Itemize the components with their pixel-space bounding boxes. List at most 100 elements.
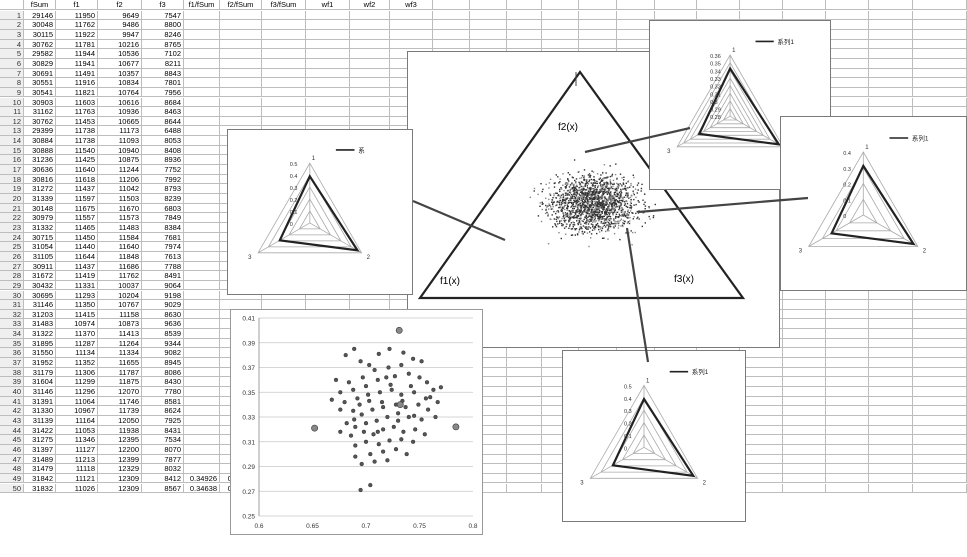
cell[interactable] xyxy=(783,454,826,465)
cell[interactable] xyxy=(826,97,869,108)
cell[interactable] xyxy=(350,29,390,40)
cell[interactable]: 11738 xyxy=(56,136,98,146)
cell[interactable] xyxy=(184,194,220,204)
cell[interactable] xyxy=(740,377,783,387)
cell[interactable] xyxy=(507,377,542,387)
cell[interactable] xyxy=(306,39,350,50)
cell[interactable]: 8624 xyxy=(142,406,184,416)
cell[interactable] xyxy=(184,49,220,59)
cell[interactable] xyxy=(542,39,579,50)
cell[interactable] xyxy=(869,377,913,387)
cell[interactable] xyxy=(470,20,507,30)
row-number[interactable]: 30 xyxy=(0,290,24,301)
cell[interactable] xyxy=(826,473,869,484)
cell[interactable] xyxy=(869,338,913,349)
cell[interactable] xyxy=(913,358,967,368)
cell[interactable]: 11134 xyxy=(56,348,98,359)
cell[interactable] xyxy=(470,367,507,378)
cell[interactable]: 29146 xyxy=(24,10,56,21)
cell[interactable] xyxy=(826,415,869,426)
cell[interactable] xyxy=(306,78,350,88)
cell[interactable]: 11306 xyxy=(56,367,98,378)
cell[interactable]: 11296 xyxy=(56,387,98,397)
row-number[interactable]: 44 xyxy=(0,425,24,436)
cell[interactable]: 9198 xyxy=(142,290,184,301)
cell[interactable]: 30911 xyxy=(24,261,56,272)
cell[interactable] xyxy=(913,300,967,310)
cell[interactable] xyxy=(783,415,826,426)
cell[interactable]: 11944 xyxy=(56,49,98,59)
cell[interactable]: 11453 xyxy=(56,116,98,127)
cell[interactable] xyxy=(350,20,390,30)
cell[interactable] xyxy=(184,377,220,387)
cell[interactable]: 12399 xyxy=(98,454,142,465)
cell[interactable]: 8945 xyxy=(142,358,184,368)
cell[interactable]: 10357 xyxy=(98,68,142,79)
cell[interactable] xyxy=(306,49,350,59)
cell[interactable]: 9947 xyxy=(98,29,142,40)
cell[interactable] xyxy=(617,10,655,21)
cell[interactable] xyxy=(507,367,542,378)
cell[interactable] xyxy=(913,406,967,416)
cell[interactable] xyxy=(826,338,869,349)
cell[interactable]: 11053 xyxy=(56,425,98,436)
cell[interactable] xyxy=(783,329,826,339)
cell[interactable] xyxy=(783,387,826,397)
cell[interactable]: 11875 xyxy=(98,377,142,387)
cell[interactable] xyxy=(740,396,783,407)
cell[interactable] xyxy=(262,68,306,79)
cell[interactable] xyxy=(184,29,220,40)
cell[interactable] xyxy=(579,10,617,21)
cell[interactable] xyxy=(913,348,967,359)
cell[interactable]: 11093 xyxy=(98,136,142,146)
cell[interactable] xyxy=(579,0,617,10)
cell[interactable]: f3/fSum xyxy=(262,0,306,10)
cell[interactable] xyxy=(826,29,869,40)
cell[interactable] xyxy=(783,464,826,474)
row-number[interactable]: 35 xyxy=(0,338,24,349)
cell[interactable] xyxy=(470,483,507,494)
cell[interactable] xyxy=(184,319,220,330)
cell[interactable] xyxy=(350,49,390,59)
cell[interactable]: 11425 xyxy=(56,155,98,166)
cell[interactable] xyxy=(826,387,869,397)
cell[interactable] xyxy=(262,49,306,59)
cell[interactable] xyxy=(913,49,967,59)
cell[interactable]: 10204 xyxy=(98,290,142,301)
cell[interactable] xyxy=(470,10,507,21)
cell[interactable] xyxy=(869,406,913,416)
cell[interactable]: 10875 xyxy=(98,155,142,166)
cell[interactable]: 6803 xyxy=(142,203,184,214)
cell[interactable] xyxy=(507,415,542,426)
cell[interactable]: 31550 xyxy=(24,348,56,359)
cell[interactable]: 11746 xyxy=(98,396,142,407)
cell[interactable] xyxy=(470,454,507,465)
cell[interactable]: 10677 xyxy=(98,58,142,69)
cell[interactable] xyxy=(913,435,967,445)
cell[interactable] xyxy=(913,329,967,339)
cell[interactable] xyxy=(220,10,262,21)
cell[interactable] xyxy=(184,348,220,359)
cell[interactable] xyxy=(184,358,220,368)
cell[interactable]: 7681 xyxy=(142,232,184,243)
cell[interactable]: 31672 xyxy=(24,271,56,281)
cell[interactable] xyxy=(390,39,433,50)
cell[interactable] xyxy=(390,10,433,21)
cell[interactable] xyxy=(783,483,826,494)
cell[interactable] xyxy=(783,396,826,407)
cell[interactable]: 8239 xyxy=(142,194,184,204)
cell[interactable] xyxy=(184,145,220,156)
cell[interactable]: 10873 xyxy=(98,319,142,330)
cell[interactable]: 8644 xyxy=(142,116,184,127)
cell[interactable]: 11557 xyxy=(56,213,98,223)
cell[interactable]: 30884 xyxy=(24,136,56,146)
cell[interactable] xyxy=(697,10,740,21)
cell[interactable] xyxy=(869,387,913,397)
cell[interactable] xyxy=(655,10,697,21)
cell[interactable] xyxy=(306,97,350,108)
cell[interactable] xyxy=(617,0,655,10)
cell[interactable]: 31162 xyxy=(24,107,56,117)
cell[interactable] xyxy=(184,464,220,474)
cell[interactable] xyxy=(470,29,507,40)
cell[interactable]: 31322 xyxy=(24,329,56,339)
